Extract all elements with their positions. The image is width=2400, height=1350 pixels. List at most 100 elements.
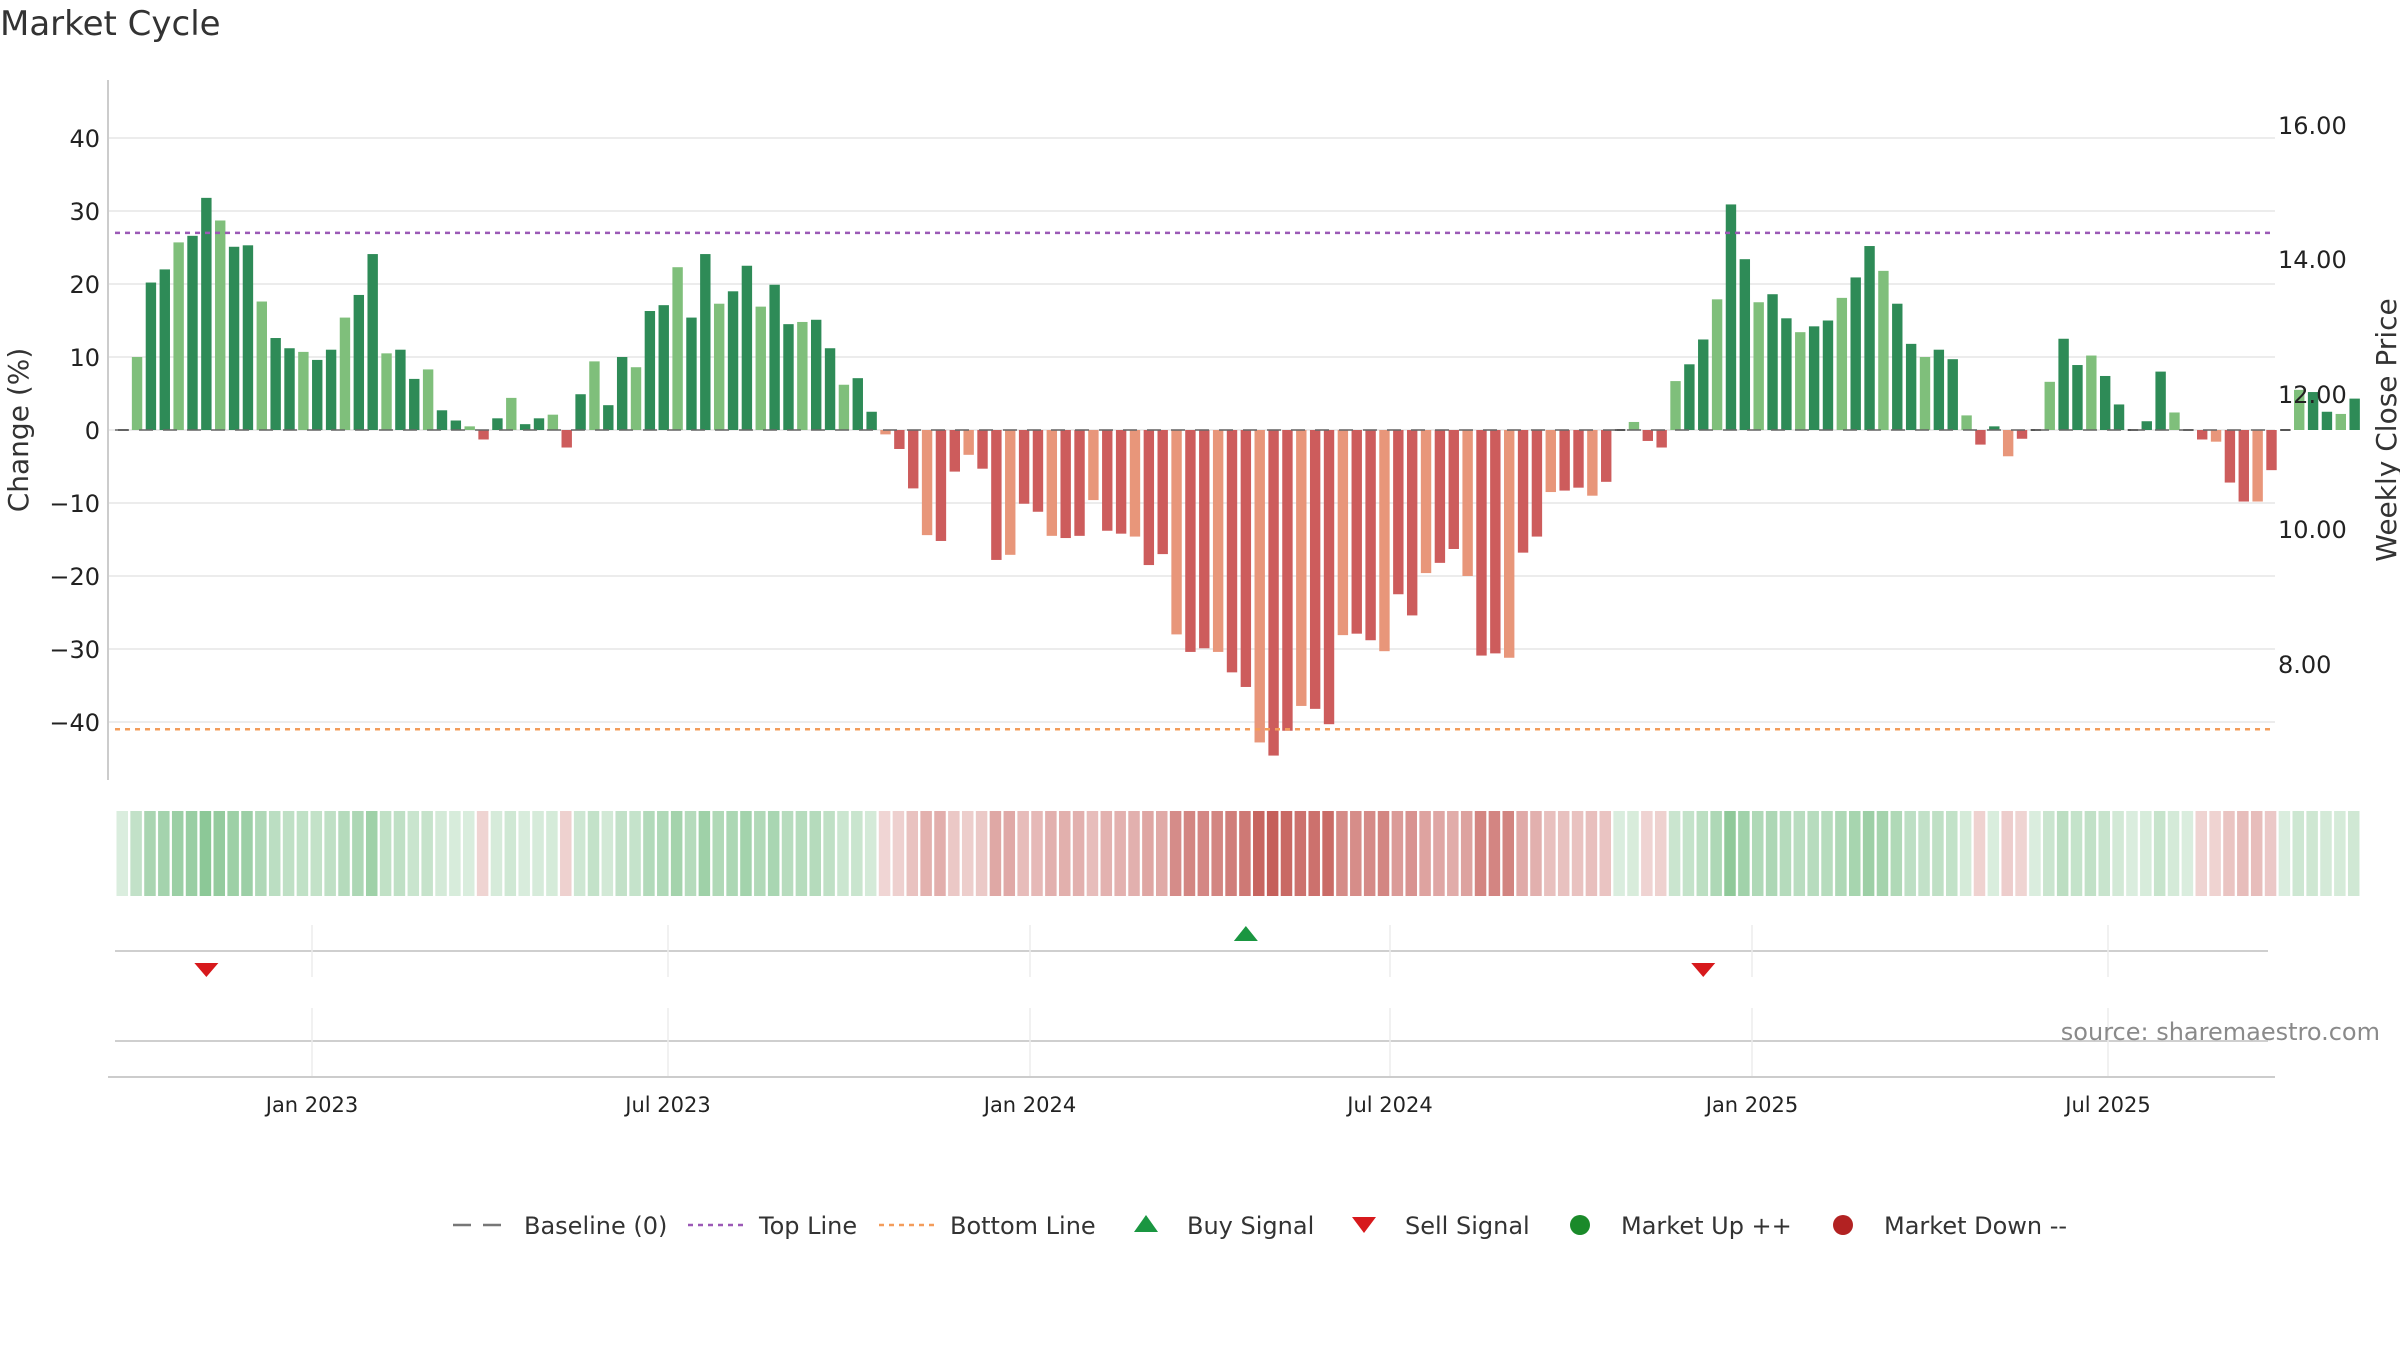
- heat-cell: [1169, 811, 1182, 896]
- bar: [1420, 430, 1432, 574]
- bar: [201, 197, 212, 430]
- heat-cell: [1516, 811, 1528, 896]
- change-bars: [118, 197, 2360, 756]
- bar: [1614, 429, 1626, 431]
- bar: [2266, 430, 2277, 471]
- bar: [1989, 426, 2000, 430]
- heat-cell: [2292, 811, 2305, 896]
- heat-cell: [2306, 811, 2318, 896]
- bar: [1628, 421, 1640, 430]
- right-axis-title: Weekly Close Price: [2370, 298, 2400, 561]
- heat-cell: [504, 811, 517, 896]
- heat-cell: [227, 811, 239, 896]
- heat-cell: [1460, 811, 1473, 896]
- bar: [769, 284, 780, 430]
- bar: [409, 378, 420, 430]
- heat-cell: [199, 811, 212, 896]
- heat-cell: [1336, 811, 1348, 896]
- bar: [1365, 430, 1376, 641]
- heat-cell: [2112, 811, 2124, 896]
- heat-cell: [2195, 811, 2207, 896]
- bar: [852, 378, 863, 430]
- heat-cell: [961, 811, 974, 896]
- heat-cell: [2126, 811, 2138, 896]
- heat-cell: [948, 811, 960, 896]
- bar: [755, 306, 766, 430]
- heat-cell: [1918, 811, 1930, 896]
- source-label: source: sharemaestro.com: [2061, 1018, 2380, 1046]
- heat-cell: [781, 811, 794, 896]
- bar: [1725, 204, 1737, 430]
- bar: [797, 321, 808, 430]
- left-tick-label: 30: [69, 198, 100, 226]
- bar: [2044, 381, 2055, 430]
- heat-cell: [476, 811, 489, 896]
- legend-label: Market Down --: [1884, 1212, 2067, 1240]
- heat-cell: [158, 811, 170, 896]
- bar: [1933, 349, 1945, 430]
- bar: [1337, 430, 1349, 636]
- left-tick-label: −10: [49, 490, 100, 518]
- heat-cell: [1959, 811, 1972, 896]
- heat-cell: [2001, 811, 2013, 896]
- bar: [1323, 430, 1335, 725]
- heat-cell: [268, 811, 281, 896]
- bar: [353, 294, 365, 430]
- bar: [1185, 430, 1196, 652]
- bar: [2002, 430, 2014, 457]
- heat-cell: [1211, 811, 1223, 896]
- bar: [2141, 421, 2152, 430]
- bar: [1490, 430, 1501, 654]
- heat-cell: [324, 811, 336, 896]
- bar: [1919, 357, 1931, 430]
- bar: [228, 246, 240, 430]
- heat-cell: [2334, 811, 2346, 896]
- bar: [921, 430, 933, 536]
- heat-cell: [532, 811, 544, 896]
- heat-cell: [1862, 811, 1875, 896]
- bar: [395, 349, 406, 430]
- x-axis: Jan 2023 Jul 2023 Jan 2024 Jul 2024 Jan 2025…: [108, 1076, 2275, 1117]
- bar: [1462, 430, 1473, 576]
- heat-cell: [338, 811, 350, 896]
- bar: [894, 430, 905, 449]
- legend: Baseline (0) Top Line Bottom Line Buy Signa…: [453, 1212, 2067, 1240]
- bar: [312, 359, 323, 430]
- bar: [1698, 339, 1709, 430]
- bar: [1476, 430, 1487, 656]
- bar: [672, 267, 683, 430]
- bar: [1892, 303, 1903, 430]
- legend-label: Baseline (0): [524, 1212, 667, 1240]
- bar: [575, 394, 586, 430]
- bar: [256, 301, 267, 430]
- bar: [1268, 430, 1279, 756]
- bar: [1434, 430, 1446, 563]
- bar: [1074, 430, 1085, 536]
- bar: [131, 357, 143, 430]
- bar: [963, 430, 974, 455]
- bar: [2169, 412, 2180, 430]
- heat-cell: [282, 811, 295, 896]
- bar: [1739, 259, 1751, 430]
- heat-cell: [1447, 811, 1459, 896]
- sell-signal-marker: [1691, 963, 1716, 977]
- heat-cell: [601, 811, 614, 896]
- heat-cell: [1973, 811, 1986, 896]
- bar: [2252, 430, 2263, 502]
- bar: [977, 430, 988, 469]
- heatmap-strip: [116, 811, 2360, 896]
- left-tick-label: 20: [69, 271, 100, 299]
- left-tick-label: −30: [49, 636, 100, 664]
- heat-cell: [934, 811, 946, 896]
- bar: [478, 430, 489, 440]
- heat-cell: [1197, 811, 1210, 896]
- heat-cell: [1599, 811, 1612, 896]
- bar: [2197, 430, 2208, 440]
- heat-cell: [449, 811, 461, 896]
- bar: [492, 418, 503, 430]
- bar: [381, 353, 392, 430]
- heat-cell: [1308, 811, 1320, 896]
- legend-circle: [1570, 1215, 1590, 1235]
- heat-cell: [1474, 811, 1487, 896]
- bar: [838, 384, 850, 430]
